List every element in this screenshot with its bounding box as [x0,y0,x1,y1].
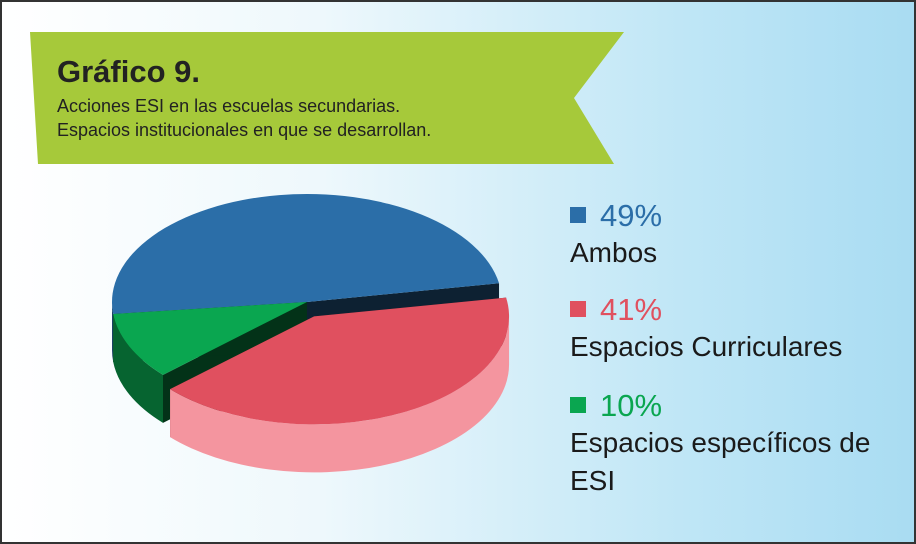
chart-title: Gráfico 9. [57,54,200,89]
legend-label: Espacios Curriculares [570,331,843,362]
legend-value: 49% [570,198,662,234]
legend-swatch [570,397,586,413]
legend-label: Ambos [570,237,658,268]
value-label: 10% [600,388,663,423]
legend-value: 10% [570,388,662,424]
legend-swatch [570,207,586,223]
value-label: 41% [600,292,663,327]
pie-slice [112,194,500,315]
pie-side [170,316,510,473]
pie-slice [113,302,307,375]
value-label: 49% [600,198,663,233]
title-banner [30,32,624,164]
subtitle: Espacios institucionales en que se desar… [57,120,432,140]
pie-side [112,302,114,363]
legend-label: Espacios específicos de ESI [570,427,871,496]
pie-side [113,314,164,423]
pie-slice [170,297,510,425]
legend-swatch [570,301,586,317]
subtitle: Acciones ESI en las escuelas secundarias… [57,96,401,116]
legend-value: 41% [570,292,662,328]
